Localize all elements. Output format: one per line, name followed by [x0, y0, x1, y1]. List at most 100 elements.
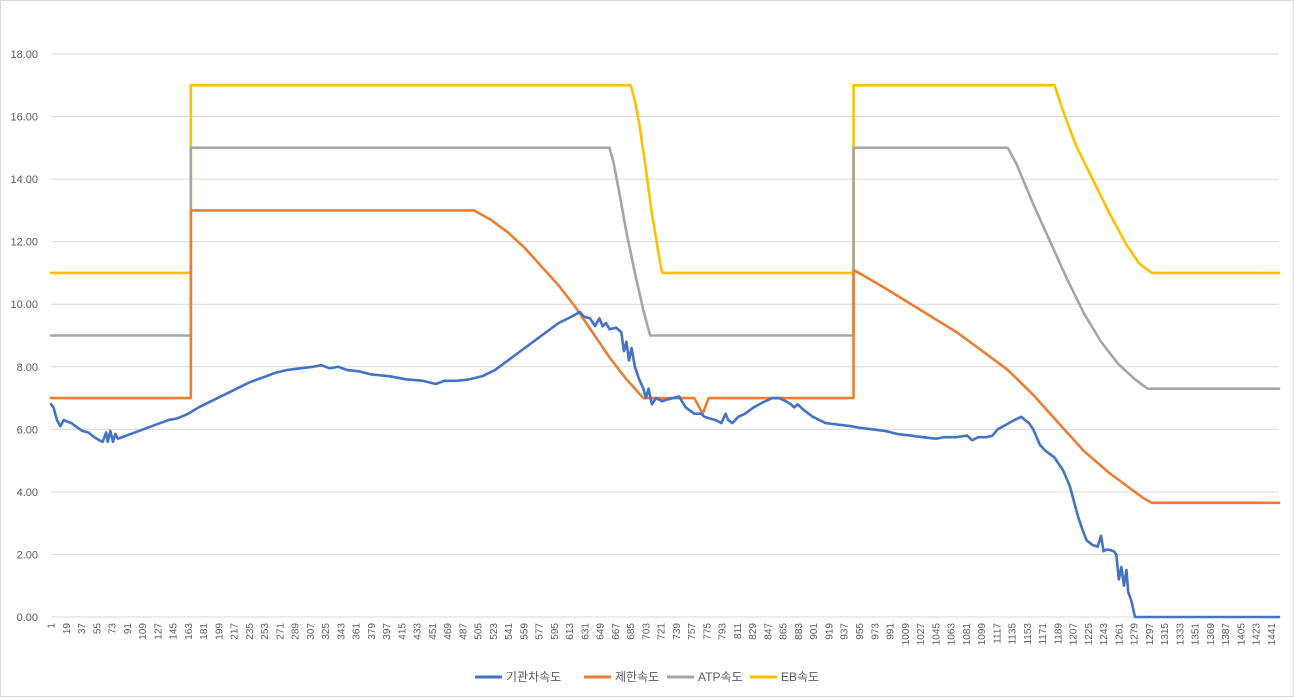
x-axis-ticks: 1 19 37 55 73 91 109 127 145 163 181 199 217 235 253 27…: [47, 623, 1278, 646]
series-line-1: [49, 209, 1281, 505]
y-tick-label: 18.00: [10, 49, 38, 61]
x-tick-label: 613: [565, 623, 576, 640]
x-tick-label: 73: [108, 623, 119, 635]
series-line-2: [49, 146, 1281, 390]
x-tick-label: 397: [382, 623, 393, 640]
x-tick-label: 1315: [1160, 623, 1171, 646]
x-tick-label: 595: [550, 623, 561, 640]
x-tick-label: 199: [214, 623, 225, 640]
y-tick-label: 14.00: [10, 174, 38, 186]
x-tick-label: 1405: [1236, 623, 1247, 646]
y-tick-label: 16.00: [10, 112, 38, 124]
legend-label-0: 기관차속도: [506, 670, 561, 684]
x-tick-label: 703: [641, 623, 652, 640]
x-tick-label: 1099: [977, 623, 988, 646]
x-tick-label: 55: [92, 623, 103, 635]
x-tick-label: 775: [702, 623, 713, 640]
series-lines: [49, 83, 1281, 619]
x-tick-label: 685: [626, 623, 637, 640]
x-tick-label: 1207: [1069, 623, 1080, 646]
x-tick-label: 757: [687, 623, 698, 640]
x-tick-label: 901: [809, 623, 820, 640]
x-tick-label: 181: [199, 623, 210, 640]
x-tick-label: 343: [336, 623, 347, 640]
legend-label-2: ATP속도: [698, 670, 743, 684]
x-tick-label: 1117: [992, 623, 1003, 644]
x-tick-label: 1351: [1191, 623, 1202, 646]
x-tick-label: 91: [123, 623, 134, 635]
x-tick-label: 523: [489, 623, 500, 640]
x-tick-label: 127: [153, 623, 164, 640]
x-tick-label: 271: [275, 623, 286, 640]
x-tick-label: 217: [230, 623, 241, 640]
x-tick-label: 1171: [1038, 623, 1049, 645]
x-tick-label: 649: [596, 623, 607, 640]
y-tick-label: 0.00: [17, 612, 38, 624]
x-tick-label: 793: [718, 623, 729, 640]
x-tick-label: 721: [657, 623, 668, 640]
x-tick-label: 1153: [1023, 623, 1034, 645]
x-tick-label: 163: [184, 623, 195, 640]
x-tick-label: 1297: [1145, 623, 1156, 646]
x-tick-label: 847: [763, 623, 774, 640]
x-tick-label: 1387: [1221, 623, 1232, 646]
x-tick-label: 505: [474, 623, 485, 640]
x-tick-label: 109: [138, 623, 149, 640]
x-tick-label: 1333: [1175, 623, 1186, 646]
x-tick-label: 955: [855, 623, 866, 640]
x-tick-label: 559: [519, 623, 530, 640]
x-tick-label: 865: [779, 623, 790, 640]
x-tick-label: 487: [458, 623, 469, 640]
y-tick-label: 10.00: [10, 299, 38, 311]
x-tick-label: 433: [413, 623, 424, 640]
x-tick-label: 1225: [1084, 623, 1095, 646]
grid-lines: [51, 53, 1279, 618]
x-tick-label: 739: [672, 623, 683, 640]
x-tick-label: 883: [794, 623, 805, 640]
x-tick-label: 631: [580, 623, 591, 640]
x-tick-label: 1423: [1252, 623, 1263, 646]
y-tick-label: 8.00: [17, 362, 38, 374]
x-tick-label: 325: [321, 623, 332, 640]
x-tick-label: 307: [306, 623, 317, 640]
x-tick-label: 469: [443, 623, 454, 640]
x-tick-label: 1081: [962, 623, 973, 646]
legend: 기관차속도 제한속도 ATP속도 EB속도: [475, 670, 819, 684]
x-tick-label: 973: [870, 623, 881, 640]
y-axis-ticks: 0.00 2.00 4.00 6.00 8.00 10.00 12.00 14.00 16.00…: [10, 49, 38, 624]
x-tick-label: 361: [352, 623, 363, 640]
x-tick-label: 1027: [916, 623, 927, 646]
x-tick-label: 919: [824, 623, 835, 640]
y-tick-label: 12.00: [10, 237, 38, 249]
x-tick-label: 1441: [1267, 623, 1278, 646]
y-tick-label: 4.00: [17, 487, 38, 499]
x-tick-label: 253: [260, 623, 271, 640]
y-tick-label: 2.00: [17, 549, 38, 561]
x-tick-label: 1063: [947, 623, 958, 646]
x-tick-label: 1009: [901, 623, 912, 646]
x-tick-label: 289: [291, 623, 302, 640]
x-tick-label: 1135: [1008, 623, 1019, 645]
x-tick-label: 19: [62, 623, 73, 635]
x-tick-label: 235: [245, 623, 256, 640]
x-tick-label: 1279: [1130, 623, 1141, 646]
x-tick-label: 145: [169, 623, 180, 640]
y-tick-label: 6.00: [17, 424, 38, 436]
x-tick-label: 829: [748, 623, 759, 640]
x-tick-label: 1261: [1114, 623, 1125, 646]
x-tick-label: 37: [77, 623, 88, 635]
x-tick-label: 415: [397, 623, 408, 640]
x-tick-label: 451: [428, 623, 439, 640]
x-tick-label: 1189: [1053, 623, 1064, 645]
x-tick-label: 541: [504, 623, 515, 640]
x-tick-label: 667: [611, 623, 622, 640]
x-tick-label: 811: [733, 623, 744, 639]
legend-label-3: EB속도: [781, 670, 819, 684]
x-tick-label: 991: [886, 623, 897, 640]
x-tick-label: 937: [840, 623, 851, 640]
x-tick-label: 379: [367, 623, 378, 640]
x-tick-label: 1045: [931, 623, 942, 646]
x-tick-label: 1369: [1206, 623, 1217, 646]
